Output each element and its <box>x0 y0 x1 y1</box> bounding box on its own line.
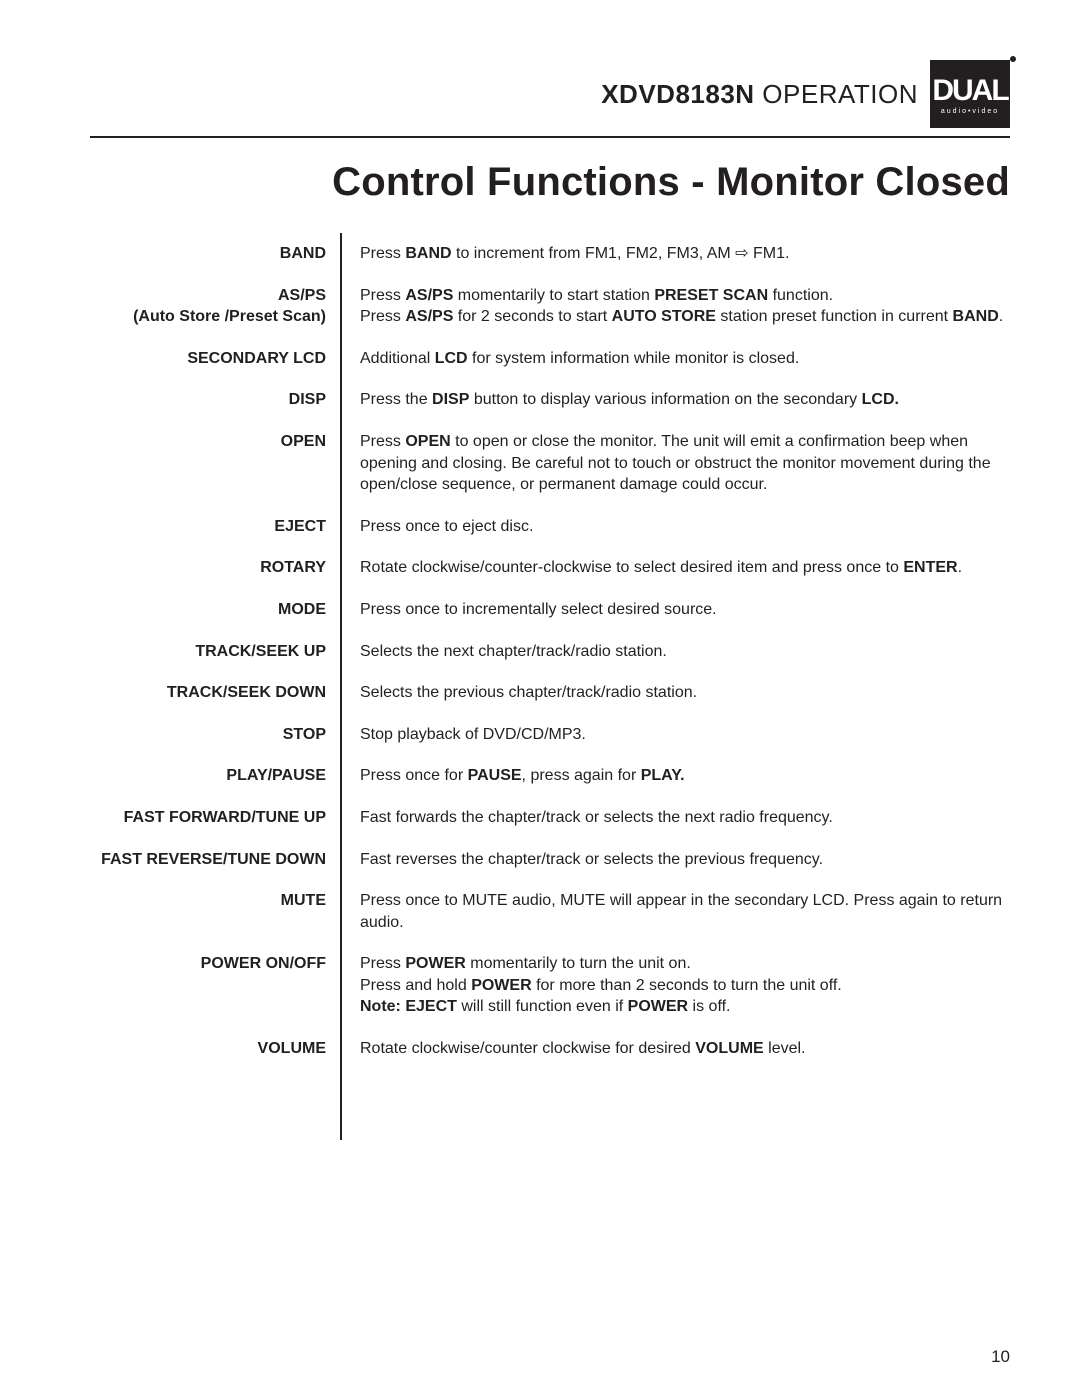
table-row: STOPStop playback of DVD/CD/MP3. <box>90 714 1010 756</box>
control-description: Rotate clockwise/counter-clockwise to se… <box>342 547 1010 589</box>
table-row: SECONDARY LCDAdditional LCD for system i… <box>90 338 1010 380</box>
control-label: TRACK/SEEK DOWN <box>90 672 340 714</box>
functions-table: BANDPress BAND to increment from FM1, FM… <box>90 233 1010 1140</box>
table-row: MODEPress once to incrementally select d… <box>90 589 1010 631</box>
control-description: Press once to eject disc. <box>342 506 1010 548</box>
table-row: AS/PS(Auto Store /Preset Scan)Press AS/P… <box>90 275 1010 338</box>
control-description: Selects the next chapter/track/radio sta… <box>342 631 1010 673</box>
control-description: Press once to incrementally select desir… <box>342 589 1010 631</box>
control-label: FAST REVERSE/TUNE DOWN <box>90 839 340 881</box>
control-description: Press once to MUTE audio, MUTE will appe… <box>342 880 1010 943</box>
table-row: FAST FORWARD/TUNE UPFast forwards the ch… <box>90 797 1010 839</box>
control-description: Press once for PAUSE, press again for PL… <box>342 755 1010 797</box>
control-description: Press BAND to increment from FM1, FM2, F… <box>342 233 1010 275</box>
control-description: Fast forwards the chapter/track or selec… <box>342 797 1010 839</box>
control-label: MUTE <box>90 880 340 943</box>
control-label: PLAY/PAUSE <box>90 755 340 797</box>
control-label: EJECT <box>90 506 340 548</box>
control-label: POWER ON/OFF <box>90 943 340 1028</box>
brand-logo: DUAL audio•video <box>930 60 1010 128</box>
control-label: VOLUME <box>90 1028 340 1070</box>
logo-sub-text: audio•video <box>941 108 999 115</box>
logo-main-text: DUAL <box>932 76 1007 106</box>
page-title: Control Functions - Monitor Closed <box>90 160 1010 205</box>
control-description: Selects the previous chapter/track/radio… <box>342 672 1010 714</box>
model-number: XDVD8183N <box>601 79 754 109</box>
control-label: ROTARY <box>90 547 340 589</box>
table-row: VOLUMERotate clockwise/counter clockwise… <box>90 1028 1010 1070</box>
header-title: XDVD8183N OPERATION <box>601 79 918 110</box>
table-row <box>90 1070 1010 1140</box>
control-description: Rotate clockwise/counter clockwise for d… <box>342 1028 1010 1070</box>
table-row: DISPPress the DISP button to display var… <box>90 379 1010 421</box>
table-row: OPENPress OPEN to open or close the moni… <box>90 421 1010 506</box>
control-label: OPEN <box>90 421 340 506</box>
control-label: AS/PS(Auto Store /Preset Scan) <box>90 275 340 338</box>
header-divider <box>90 136 1010 138</box>
table-row: POWER ON/OFFPress POWER momentarily to t… <box>90 943 1010 1028</box>
control-description: Stop playback of DVD/CD/MP3. <box>342 714 1010 756</box>
table-row: TRACK/SEEK UPSelects the next chapter/tr… <box>90 631 1010 673</box>
table-row: FAST REVERSE/TUNE DOWNFast reverses the … <box>90 839 1010 881</box>
control-label: MODE <box>90 589 340 631</box>
control-description: Press AS/PS momentarily to start station… <box>342 275 1010 338</box>
control-description: Additional LCD for system information wh… <box>342 338 1010 380</box>
control-label: TRACK/SEEK UP <box>90 631 340 673</box>
table-row: ROTARYRotate clockwise/counter-clockwise… <box>90 547 1010 589</box>
table-row: BANDPress BAND to increment from FM1, FM… <box>90 233 1010 275</box>
control-description: Fast reverses the chapter/track or selec… <box>342 839 1010 881</box>
table-row: EJECTPress once to eject disc. <box>90 506 1010 548</box>
control-description: Press the DISP button to display various… <box>342 379 1010 421</box>
control-label: DISP <box>90 379 340 421</box>
control-description: Press POWER momentarily to turn the unit… <box>342 943 1010 1028</box>
page-number: 10 <box>991 1347 1010 1367</box>
table-row: TRACK/SEEK DOWNSelects the previous chap… <box>90 672 1010 714</box>
page-header: XDVD8183N OPERATION DUAL audio•video <box>90 60 1010 128</box>
control-label: FAST FORWARD/TUNE UP <box>90 797 340 839</box>
table-row: MUTEPress once to MUTE audio, MUTE will … <box>90 880 1010 943</box>
control-label: BAND <box>90 233 340 275</box>
page: XDVD8183N OPERATION DUAL audio•video Con… <box>0 0 1080 1397</box>
table-row: PLAY/PAUSEPress once for PAUSE, press ag… <box>90 755 1010 797</box>
control-label <box>90 1070 340 1140</box>
control-description <box>342 1070 1010 1140</box>
control-label: STOP <box>90 714 340 756</box>
section-name: OPERATION <box>762 79 918 109</box>
control-label: SECONDARY LCD <box>90 338 340 380</box>
control-description: Press OPEN to open or close the monitor.… <box>342 421 1010 506</box>
